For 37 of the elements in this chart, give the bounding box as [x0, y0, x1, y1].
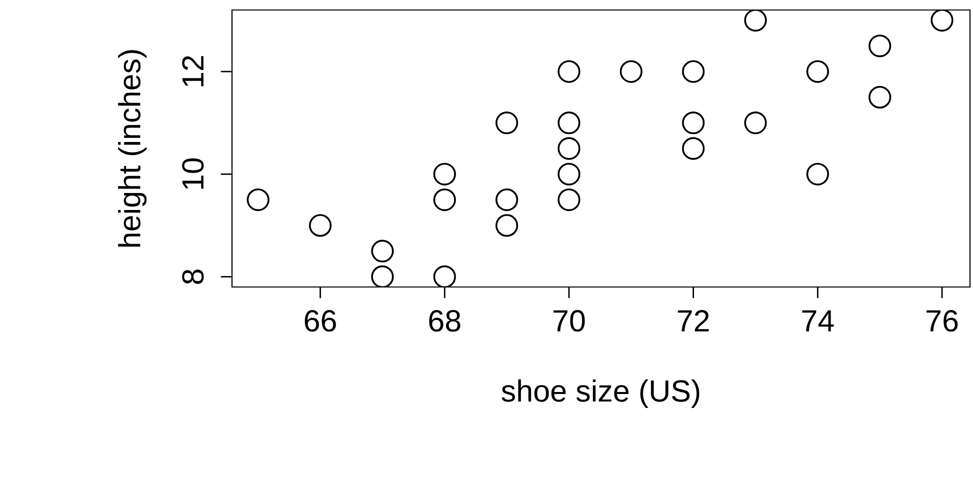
point	[433, 162, 456, 186]
point	[806, 60, 829, 83]
point	[682, 112, 705, 134]
point	[558, 162, 580, 186]
point	[371, 240, 394, 262]
point	[620, 60, 642, 83]
point	[558, 112, 580, 134]
point	[868, 34, 892, 58]
y-tick-label: 12	[182, 56, 204, 86]
point	[495, 214, 518, 237]
point	[868, 86, 892, 109]
point	[558, 188, 580, 212]
point	[744, 10, 767, 32]
x-tick-label: 72	[678, 310, 709, 332]
point	[558, 137, 580, 160]
point	[682, 137, 705, 160]
x-axis-title: shoe size (US)	[502, 379, 700, 408]
point	[371, 265, 394, 287]
y-axis-title: height (inches)	[118, 50, 147, 247]
point	[682, 60, 705, 83]
point	[930, 10, 954, 32]
x-tick-label: 70	[554, 310, 585, 332]
point	[558, 60, 580, 83]
point	[744, 112, 767, 134]
x-tick-label: 66	[304, 310, 336, 332]
x-tick-label: 68	[429, 310, 460, 332]
point	[433, 265, 456, 287]
point	[806, 162, 829, 186]
point	[495, 112, 518, 134]
x-tick-label: 76	[926, 310, 958, 332]
y-tick-label: 8	[182, 270, 204, 284]
point	[495, 188, 518, 212]
point	[246, 188, 270, 212]
point	[308, 214, 332, 237]
y-tick-label: 10	[182, 158, 204, 189]
x-tick-label: 74	[802, 310, 834, 332]
point	[433, 188, 456, 212]
